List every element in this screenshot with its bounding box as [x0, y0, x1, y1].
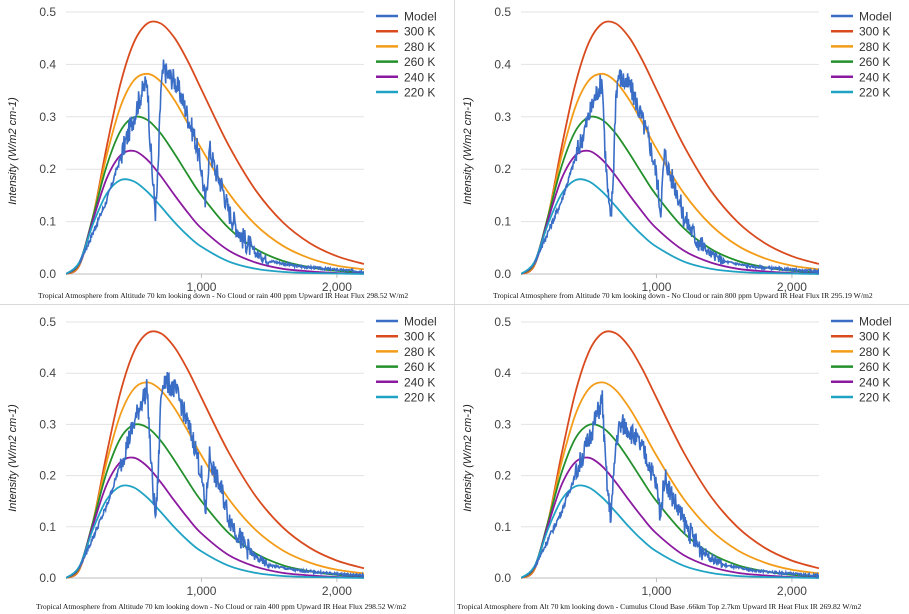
legend-label: 220 K [859, 86, 890, 100]
y-tick-label: 0.4 [494, 366, 511, 380]
x-tick-label: 1,000 [641, 280, 671, 294]
legend-label: 300 K [859, 25, 890, 39]
legend-label: 280 K [859, 345, 890, 359]
chart-panel-bottom-right: 0.0 0.1 0.2 0.3 0.4 0.5 1,000 2,000 Intensity (W… [455, 305, 909, 614]
x-tick-label: 2,000 [777, 280, 807, 294]
series-line-260-k [66, 423, 364, 579]
x-tick-label: 1,000 [641, 584, 671, 598]
chart-caption: Tropical Atmosphere from Altitude 70 km … [493, 291, 873, 300]
y-tick-label: 0.5 [39, 315, 56, 329]
y-tick-label: 0.3 [39, 417, 56, 431]
legend-label: Model [859, 315, 892, 329]
chart-panel-top-left: 0.0 0.1 0.2 0.3 0.4 0.5 1,000 2,000 Intensity (W… [0, 0, 454, 304]
legend-label: 240 K [859, 375, 890, 389]
y-tick-label: 0.3 [494, 417, 511, 431]
y-tick-label: 0.2 [39, 469, 56, 483]
series-line-260-k [66, 115, 364, 275]
chart-panel-bottom-left: 0.0 0.1 0.2 0.3 0.4 0.5 1,000 2,000 Intensity (W… [0, 305, 454, 614]
legend-label: 260 K [859, 360, 890, 374]
legend-label: 240 K [404, 70, 435, 84]
x-tick-label: 2,000 [322, 584, 352, 598]
legend-label: 260 K [404, 55, 435, 69]
legend-label: 260 K [859, 55, 890, 69]
y-tick-label: 0.5 [494, 5, 511, 19]
chart-svg: 0.0 0.1 0.2 0.3 0.4 0.5 1,000 2,000 Intensity (W… [7, 5, 437, 300]
series-line-model [533, 390, 819, 580]
chart-svg: 0.0 0.1 0.2 0.3 0.4 0.5 1,000 2,000 Intensity (W… [7, 315, 437, 612]
legend-label: Model [404, 10, 437, 24]
series-line-260-k [521, 115, 819, 275]
series-line-280-k [66, 72, 364, 275]
legend-label: 220 K [859, 391, 890, 405]
series-line-300-k [521, 20, 819, 275]
chart-caption: Tropical Atmosphere from Altitude 70 km … [38, 291, 408, 300]
legend-label: 260 K [404, 360, 435, 374]
y-tick-label: 0.3 [494, 110, 511, 124]
series-line-280-k [521, 381, 819, 579]
x-tick-label: 2,000 [777, 584, 807, 598]
horizontal-divider [0, 304, 909, 305]
y-axis-title: Intensity (W/m2 cm-1) [7, 404, 19, 512]
series-line-model [533, 69, 819, 276]
chart-svg: 0.0 0.1 0.2 0.3 0.4 0.5 1,000 2,000 Intensity (W… [457, 315, 892, 612]
series-line-model [78, 371, 364, 579]
y-tick-label: 0.1 [494, 520, 511, 534]
y-tick-label: 0.3 [39, 110, 56, 124]
chart-caption: Tropical Atmosphere from Alt 70 km looki… [457, 602, 862, 611]
series-line-220-k [66, 484, 364, 579]
series-line-240-k [521, 456, 819, 579]
vertical-divider [454, 0, 455, 614]
y-tick-label: 0.1 [494, 215, 511, 229]
chart-caption: Tropical Atmosphere from Altitude 70 km … [36, 602, 406, 611]
legend-label: Model [404, 315, 437, 329]
series-line-220-k [521, 178, 819, 275]
y-tick-label: 0.5 [39, 5, 56, 19]
legend-label: 280 K [859, 40, 890, 54]
y-tick-label: 0.4 [39, 366, 56, 380]
y-tick-label: 0.0 [39, 267, 56, 281]
y-tick-label: 0.5 [494, 315, 511, 329]
y-tick-label: 0.0 [494, 267, 511, 281]
y-tick-label: 0.0 [39, 571, 56, 585]
series-line-240-k [521, 149, 819, 275]
legend-label: 240 K [404, 375, 435, 389]
y-axis-title: Intensity (W/m2 cm-1) [462, 404, 474, 512]
y-tick-label: 0.2 [494, 162, 511, 176]
legend-label: 280 K [404, 40, 435, 54]
chart-panel-top-right: 0.0 0.1 0.2 0.3 0.4 0.5 1,000 2,000 Intensity (W… [455, 0, 909, 304]
legend-label: Model [859, 10, 892, 24]
series-line-300-k [66, 20, 364, 275]
series-line-model [78, 59, 364, 274]
series-line-300-k [521, 330, 819, 579]
series-line-240-k [66, 149, 364, 275]
y-tick-label: 0.4 [39, 57, 56, 71]
legend-label: 220 K [404, 391, 435, 405]
y-tick-label: 0.1 [39, 215, 56, 229]
x-tick-label: 2,000 [322, 280, 352, 294]
series-line-220-k [521, 484, 819, 579]
legend-label: 300 K [859, 330, 890, 344]
legend-label: 220 K [404, 86, 435, 100]
y-tick-label: 0.2 [494, 469, 511, 483]
legend-label: 300 K [404, 330, 435, 344]
series-line-220-k [66, 178, 364, 275]
y-axis-title: Intensity (W/m2 cm-1) [462, 97, 474, 205]
y-axis-title: Intensity (W/m2 cm-1) [7, 97, 19, 205]
y-tick-label: 0.0 [494, 571, 511, 585]
series-line-300-k [66, 330, 364, 579]
y-tick-label: 0.2 [39, 162, 56, 176]
legend-label: 300 K [404, 25, 435, 39]
chart-svg: 0.0 0.1 0.2 0.3 0.4 0.5 1,000 2,000 Intensity (W… [462, 5, 892, 300]
y-tick-label: 0.1 [39, 520, 56, 534]
legend-label: 240 K [859, 70, 890, 84]
x-tick-label: 1,000 [186, 280, 216, 294]
series-line-280-k [66, 381, 364, 579]
series-line-280-k [521, 72, 819, 275]
x-tick-label: 1,000 [186, 584, 216, 598]
legend-label: 280 K [404, 345, 435, 359]
y-tick-label: 0.4 [494, 57, 511, 71]
series-line-240-k [66, 456, 364, 579]
